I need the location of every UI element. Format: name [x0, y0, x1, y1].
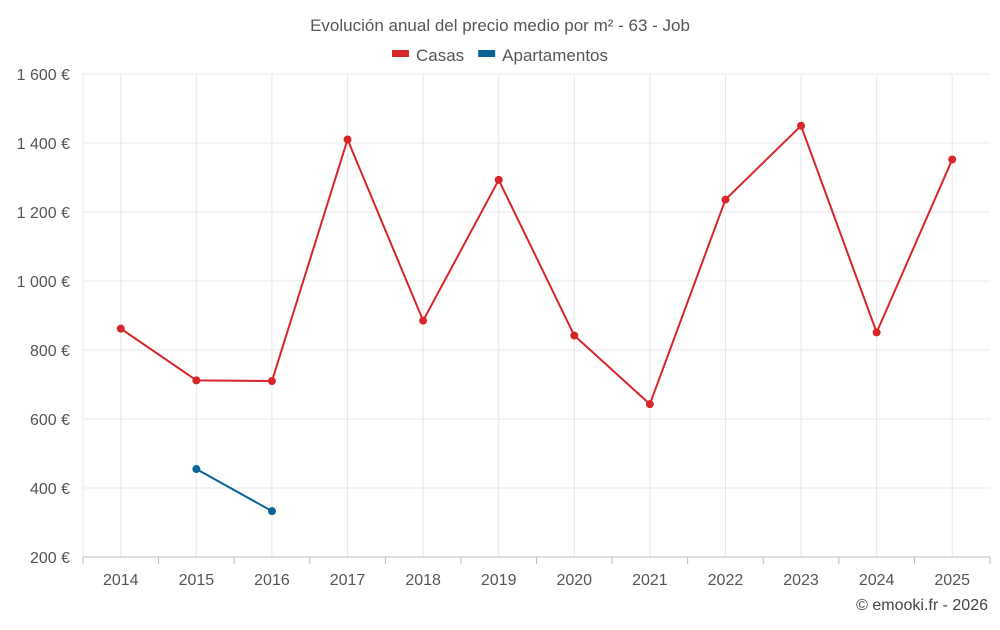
- series-apartamentos: [192, 465, 276, 516]
- data-point[interactable]: [419, 316, 428, 325]
- y-tick-label: 200 €: [30, 550, 70, 567]
- series-casas: [116, 121, 957, 409]
- x-tick-label: 2015: [179, 572, 215, 589]
- x-tick-label: 2023: [783, 572, 819, 589]
- x-tick-label: 2021: [632, 572, 668, 589]
- data-point[interactable]: [192, 376, 201, 385]
- y-tick-label: 400 €: [30, 481, 70, 498]
- legend-label: Casas: [416, 46, 464, 65]
- y-tick-label: 800 €: [30, 343, 70, 360]
- data-point[interactable]: [267, 377, 276, 386]
- grid: [82, 73, 990, 558]
- data-point[interactable]: [494, 175, 503, 184]
- x-tick-label: 2017: [330, 572, 366, 589]
- y-tick-label: 1 200 €: [17, 205, 70, 222]
- axes: 200 € 400 € 600 € 800 € 1 000 € 1 200 € 1 400 …: [17, 67, 991, 589]
- data-point[interactable]: [721, 195, 730, 204]
- legend-item-casas[interactable]: Casas: [391, 46, 464, 65]
- y-tick-label: 1 000 €: [17, 274, 70, 291]
- x-tick-label: 2018: [405, 572, 441, 589]
- x-tick-label: 2016: [254, 572, 290, 589]
- legend: Casas Apartamentos: [391, 46, 608, 65]
- x-tick-label: 2024: [859, 572, 895, 589]
- data-point[interactable]: [343, 135, 352, 144]
- y-tick-label: 600 €: [30, 412, 70, 429]
- data-point[interactable]: [116, 324, 125, 333]
- data-point[interactable]: [570, 331, 579, 340]
- legend-item-apartamentos[interactable]: Apartamentos: [478, 46, 608, 65]
- data-point[interactable]: [192, 465, 201, 474]
- data-point[interactable]: [797, 121, 806, 130]
- x-tick-label: 2025: [934, 572, 970, 589]
- legend-swatch: [391, 50, 409, 57]
- y-tick-label: 1 600 €: [17, 67, 70, 84]
- legend-label: Apartamentos: [502, 46, 608, 65]
- series-layer: [116, 121, 957, 516]
- series-line: [120, 124, 954, 406]
- data-point[interactable]: [872, 328, 881, 337]
- x-tick-label: 2022: [708, 572, 744, 589]
- chart-title: Evolución anual del precio medio por m² …: [310, 16, 690, 35]
- data-point[interactable]: [948, 155, 957, 164]
- credit-text: © emooki.fr - 2026: [856, 597, 988, 614]
- y-tick-label: 1 400 €: [17, 136, 70, 153]
- x-tick-label: 2019: [481, 572, 517, 589]
- legend-swatch: [478, 50, 496, 57]
- data-point[interactable]: [645, 400, 654, 409]
- x-tick-label: 2020: [556, 572, 592, 589]
- x-tick-label: 2014: [103, 572, 139, 589]
- series-line: [195, 468, 273, 512]
- data-point[interactable]: [267, 507, 276, 516]
